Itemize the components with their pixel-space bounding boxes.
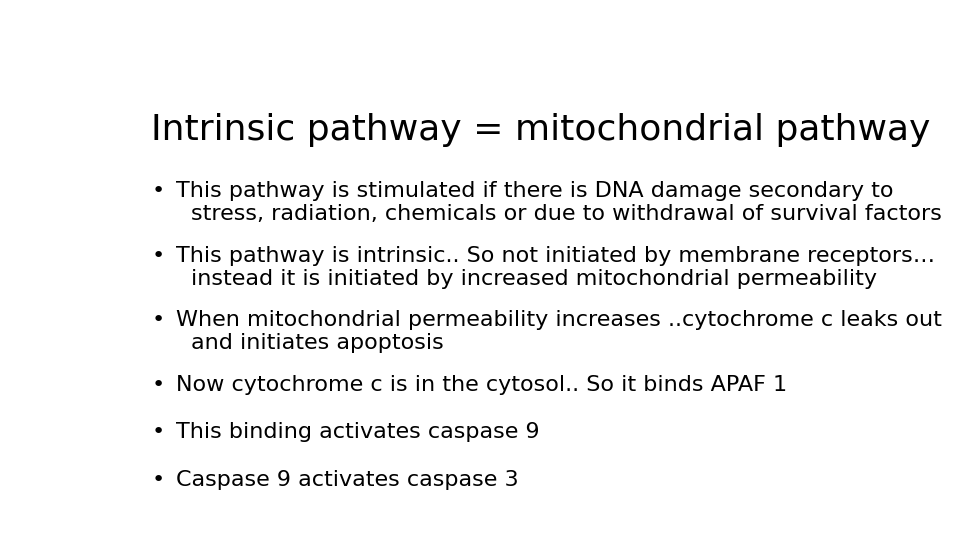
Text: and initiates apoptosis: and initiates apoptosis (191, 333, 444, 353)
Text: •: • (152, 181, 164, 201)
Text: •: • (152, 470, 164, 490)
Text: This pathway is intrinsic.. So not initiated by membrane receptors…: This pathway is intrinsic.. So not initi… (176, 246, 935, 266)
Text: Now cytochrome c is in the cytosol.. So it binds APAF 1: Now cytochrome c is in the cytosol.. So … (176, 375, 787, 395)
Text: This pathway is stimulated if there is DNA damage secondary to: This pathway is stimulated if there is D… (176, 181, 894, 201)
Text: stress, radiation, chemicals or due to withdrawal of survival factors: stress, radiation, chemicals or due to w… (191, 204, 942, 224)
Text: When mitochondrial permeability increases ..cytochrome c leaks out: When mitochondrial permeability increase… (176, 310, 942, 330)
Text: instead it is initiated by increased mitochondrial permeability: instead it is initiated by increased mit… (191, 268, 876, 288)
Text: •: • (152, 422, 164, 442)
Text: •: • (152, 310, 164, 330)
Text: •: • (152, 246, 164, 266)
Text: This binding activates caspase 9: This binding activates caspase 9 (176, 422, 540, 442)
Text: Intrinsic pathway = mitochondrial pathway: Intrinsic pathway = mitochondrial pathwa… (152, 113, 930, 147)
Text: •: • (152, 375, 164, 395)
Text: Caspase 9 activates caspase 3: Caspase 9 activates caspase 3 (176, 470, 518, 490)
